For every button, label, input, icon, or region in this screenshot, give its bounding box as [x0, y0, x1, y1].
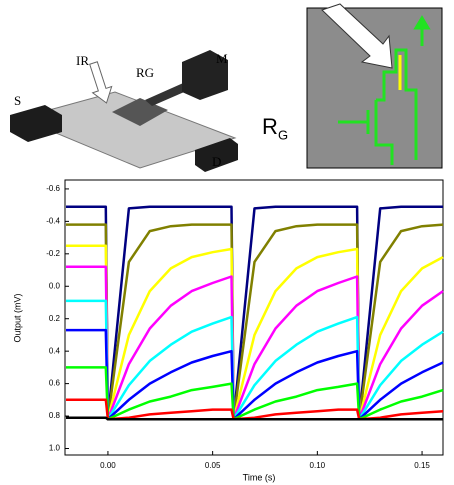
- y-tick-label: 0.6: [49, 379, 61, 388]
- series-line: [66, 265, 444, 421]
- label-rg-main: R: [262, 114, 278, 139]
- series-line: [66, 205, 443, 421]
- series-line: [66, 328, 444, 421]
- series-line: [66, 299, 444, 421]
- label-s: S: [14, 93, 21, 108]
- x-tick-label: 0.05: [205, 461, 221, 470]
- y-tick-label: 1.0: [49, 444, 61, 453]
- label-rg: RG: [136, 65, 154, 80]
- series-line: [66, 223, 444, 421]
- x-axis-title: Time (s): [243, 472, 276, 482]
- series-line: [66, 416, 443, 421]
- channel: [18, 91, 237, 169]
- ir-arrow: [89, 61, 113, 104]
- label-rg-sub: G: [278, 127, 288, 142]
- y-tick-label: 0.2: [49, 314, 61, 323]
- series-line: [66, 244, 444, 421]
- x-tick-label: 0.15: [414, 461, 430, 470]
- pad-s: [10, 105, 62, 142]
- pad-d: [195, 138, 238, 172]
- circuit-lines: [338, 15, 431, 165]
- y-tick-label: 0.4: [49, 346, 61, 355]
- y-tick-label: -0.2: [46, 249, 60, 258]
- series-line: [66, 366, 444, 421]
- block-m: [182, 50, 228, 100]
- y-tick-label: -0.4: [46, 216, 60, 225]
- x-tick-label: 0.10: [310, 461, 326, 470]
- label-ir: IR: [76, 53, 89, 68]
- y-axis-title: Output (mV): [12, 293, 22, 342]
- ir-arrow: [321, 3, 393, 69]
- label-d: D: [212, 154, 221, 169]
- plot-frame: [64, 179, 444, 456]
- device-sketch: IR RG M S D: [10, 50, 238, 172]
- label-m: M: [216, 51, 228, 66]
- y-tick-label: -0.6: [46, 184, 60, 193]
- x-tick-label: 0.00: [100, 461, 116, 470]
- y-tick-label: 0.0: [49, 281, 61, 290]
- circuit-inset: R G: [262, 3, 443, 169]
- y-tick-label: 0.8: [49, 411, 61, 420]
